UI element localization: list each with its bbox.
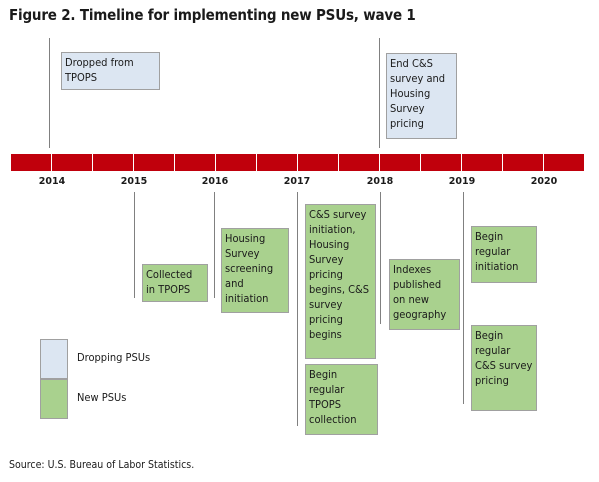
connector-line-collected xyxy=(134,192,135,298)
legend-swatch-new xyxy=(40,379,68,419)
collected-in-tpops-box: Collected in TPOPS xyxy=(142,264,208,302)
year-label-2016: 2016 xyxy=(201,176,229,187)
timeline-segment xyxy=(462,154,503,171)
legend-label-new: New PSUs xyxy=(77,391,127,404)
timeline-segment xyxy=(175,154,216,171)
timeline-segment xyxy=(298,154,339,171)
connector-line-dropped xyxy=(49,38,50,148)
year-label-2017: 2017 xyxy=(283,176,311,187)
timeline-segment xyxy=(11,154,52,171)
figure-title: Figure 2. Timeline for implementing new … xyxy=(9,6,416,24)
timeline-segment xyxy=(134,154,175,171)
year-label-2018: 2018 xyxy=(366,176,394,187)
source-note: Source: U.S. Bureau of Labor Statistics. xyxy=(9,459,195,471)
indexes-published-box: Indexes published on new geography xyxy=(389,259,460,330)
timeline-segment xyxy=(544,154,584,171)
end-cs-survey-box: End C&S survey and Housing Survey pricin… xyxy=(386,53,457,139)
timeline-bar xyxy=(11,154,584,171)
timeline-segment xyxy=(52,154,93,171)
begin-regular-cs-pricing-box: Begin regular C&S survey pricing xyxy=(471,325,537,411)
legend-swatch-dropping xyxy=(40,339,68,379)
timeline-segment xyxy=(339,154,380,171)
connector-line-2019 xyxy=(463,192,464,404)
connector-line-indexes xyxy=(380,192,381,324)
year-label-2015: 2015 xyxy=(120,176,148,187)
year-label-2020: 2020 xyxy=(530,176,558,187)
timeline-segment xyxy=(503,154,544,171)
dropped-from-tpops-box: Dropped from TPOPS xyxy=(61,52,160,90)
begin-regular-initiation-box: Begin regular initiation xyxy=(471,226,537,283)
timeline-segment xyxy=(216,154,257,171)
cs-survey-initiation-box: C&S survey initiation, Housing Survey pr… xyxy=(305,204,376,359)
connector-line-2017 xyxy=(297,192,298,426)
connector-line-end-cs xyxy=(379,38,380,148)
begin-regular-tpops-box: Begin regular TPOPS collection xyxy=(305,364,378,435)
timeline-segment xyxy=(93,154,134,171)
year-label-2019: 2019 xyxy=(448,176,476,187)
timeline-segment xyxy=(421,154,462,171)
housing-survey-screening-box: Housing Survey screening and initiation xyxy=(221,228,289,313)
year-label-2014: 2014 xyxy=(38,176,66,187)
timeline-segment xyxy=(257,154,298,171)
legend-label-dropping: Dropping PSUs xyxy=(77,351,151,364)
connector-line-housing-screening xyxy=(214,192,215,298)
timeline-segment xyxy=(380,154,421,171)
